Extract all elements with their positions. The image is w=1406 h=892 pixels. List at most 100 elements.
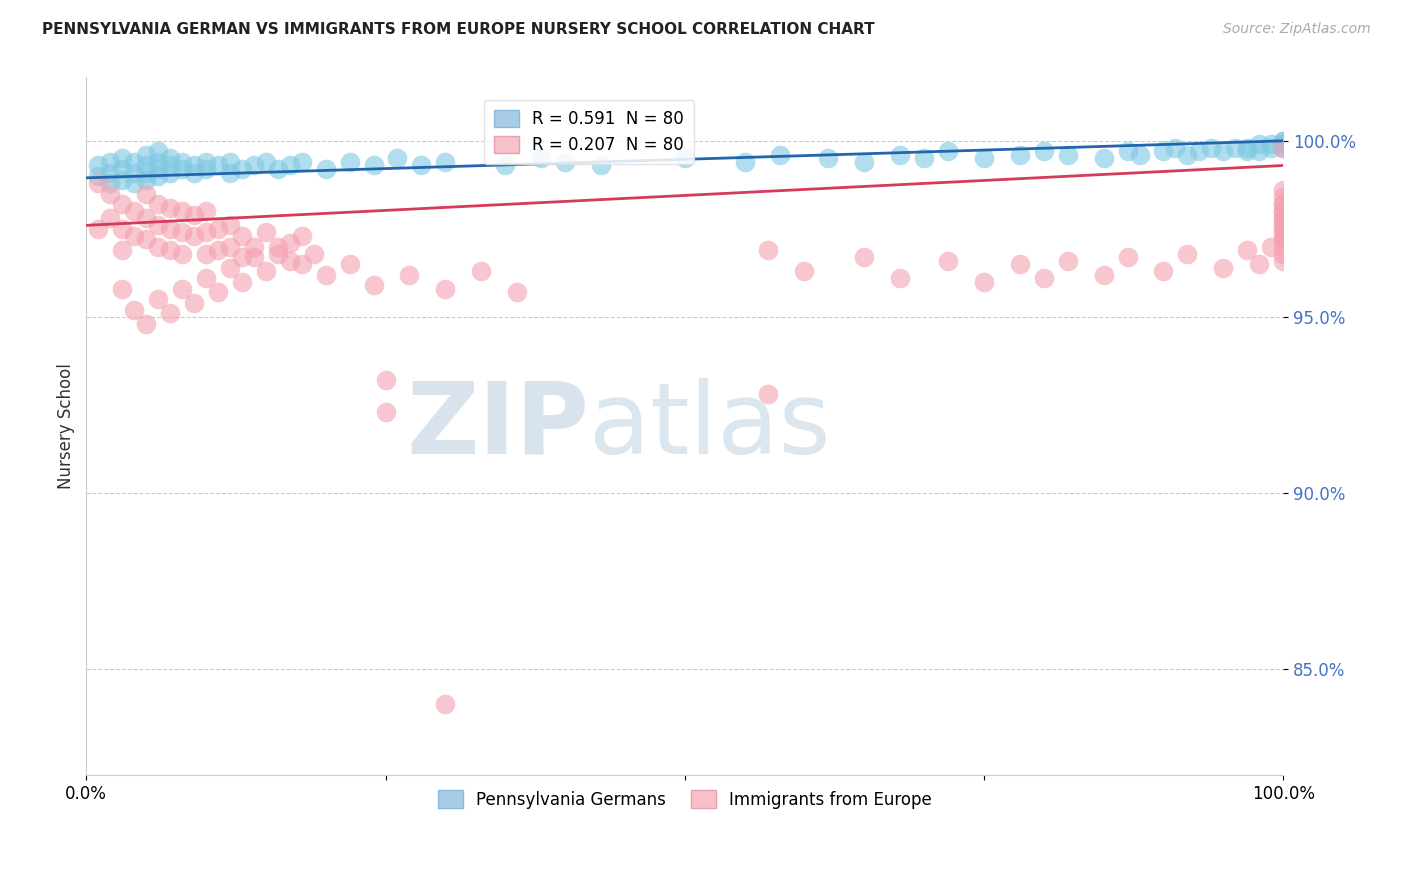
Point bbox=[159, 306, 181, 320]
Text: atlas: atlas bbox=[589, 377, 831, 475]
Point bbox=[122, 302, 145, 317]
Point bbox=[530, 152, 553, 166]
Point bbox=[817, 152, 839, 166]
Point bbox=[207, 285, 229, 300]
Point bbox=[135, 172, 157, 186]
Point bbox=[1152, 264, 1174, 278]
Point bbox=[1177, 246, 1199, 260]
Point bbox=[1272, 141, 1295, 155]
Point bbox=[1128, 148, 1150, 162]
Point bbox=[87, 159, 110, 173]
Point bbox=[111, 152, 134, 166]
Point bbox=[111, 243, 134, 257]
Point bbox=[291, 155, 314, 169]
Point bbox=[122, 176, 145, 190]
Point bbox=[506, 285, 529, 300]
Point bbox=[1152, 145, 1174, 159]
Point bbox=[973, 275, 995, 289]
Point bbox=[219, 165, 242, 179]
Point bbox=[1008, 257, 1031, 271]
Point bbox=[889, 148, 911, 162]
Point bbox=[1272, 134, 1295, 148]
Point bbox=[1249, 145, 1271, 159]
Point bbox=[111, 197, 134, 211]
Point bbox=[146, 219, 169, 233]
Point bbox=[889, 271, 911, 285]
Point bbox=[339, 155, 361, 169]
Point bbox=[159, 243, 181, 257]
Point bbox=[853, 155, 876, 169]
Point bbox=[98, 165, 121, 179]
Point bbox=[734, 155, 756, 169]
Point bbox=[973, 152, 995, 166]
Point bbox=[1272, 134, 1295, 148]
Point bbox=[146, 169, 169, 183]
Point bbox=[470, 264, 492, 278]
Point bbox=[111, 161, 134, 176]
Point bbox=[219, 260, 242, 275]
Point bbox=[278, 235, 301, 250]
Point bbox=[159, 165, 181, 179]
Point bbox=[315, 268, 337, 282]
Point bbox=[1272, 211, 1295, 226]
Point bbox=[243, 159, 266, 173]
Point bbox=[278, 159, 301, 173]
Point bbox=[146, 239, 169, 253]
Point bbox=[1260, 239, 1282, 253]
Text: PENNSYLVANIA GERMAN VS IMMIGRANTS FROM EUROPE NURSERY SCHOOL CORRELATION CHART: PENNSYLVANIA GERMAN VS IMMIGRANTS FROM E… bbox=[42, 22, 875, 37]
Point bbox=[758, 243, 780, 257]
Point bbox=[183, 296, 205, 310]
Point bbox=[1008, 148, 1031, 162]
Point bbox=[315, 161, 337, 176]
Point bbox=[1272, 232, 1295, 246]
Point bbox=[135, 165, 157, 179]
Point bbox=[1272, 239, 1295, 253]
Text: ZIP: ZIP bbox=[406, 377, 589, 475]
Point bbox=[1272, 137, 1295, 152]
Point bbox=[1188, 145, 1211, 159]
Point bbox=[254, 226, 277, 240]
Point bbox=[135, 211, 157, 226]
Point bbox=[207, 159, 229, 173]
Point bbox=[1272, 211, 1295, 226]
Point bbox=[159, 159, 181, 173]
Point bbox=[912, 152, 935, 166]
Point bbox=[1249, 137, 1271, 152]
Point bbox=[135, 159, 157, 173]
Point bbox=[411, 159, 433, 173]
Point bbox=[267, 246, 290, 260]
Point bbox=[1272, 226, 1295, 240]
Point bbox=[146, 161, 169, 176]
Point bbox=[1116, 145, 1139, 159]
Point bbox=[398, 268, 420, 282]
Point bbox=[135, 186, 157, 201]
Point bbox=[339, 257, 361, 271]
Point bbox=[87, 169, 110, 183]
Point bbox=[111, 222, 134, 236]
Point bbox=[1272, 204, 1295, 219]
Point bbox=[267, 239, 290, 253]
Point bbox=[1032, 145, 1054, 159]
Point bbox=[1272, 246, 1295, 260]
Point bbox=[793, 264, 815, 278]
Point bbox=[231, 250, 253, 264]
Point bbox=[170, 226, 193, 240]
Point bbox=[207, 222, 229, 236]
Point bbox=[554, 155, 576, 169]
Point bbox=[1272, 253, 1295, 268]
Point bbox=[936, 253, 959, 268]
Point bbox=[231, 275, 253, 289]
Point bbox=[291, 257, 314, 271]
Point bbox=[374, 373, 396, 387]
Point bbox=[98, 155, 121, 169]
Point bbox=[363, 278, 385, 293]
Point bbox=[98, 211, 121, 226]
Point bbox=[170, 282, 193, 296]
Point bbox=[1272, 141, 1295, 155]
Point bbox=[1092, 152, 1115, 166]
Point bbox=[219, 239, 242, 253]
Point bbox=[1056, 253, 1078, 268]
Point bbox=[159, 222, 181, 236]
Point bbox=[194, 161, 217, 176]
Point bbox=[1272, 219, 1295, 233]
